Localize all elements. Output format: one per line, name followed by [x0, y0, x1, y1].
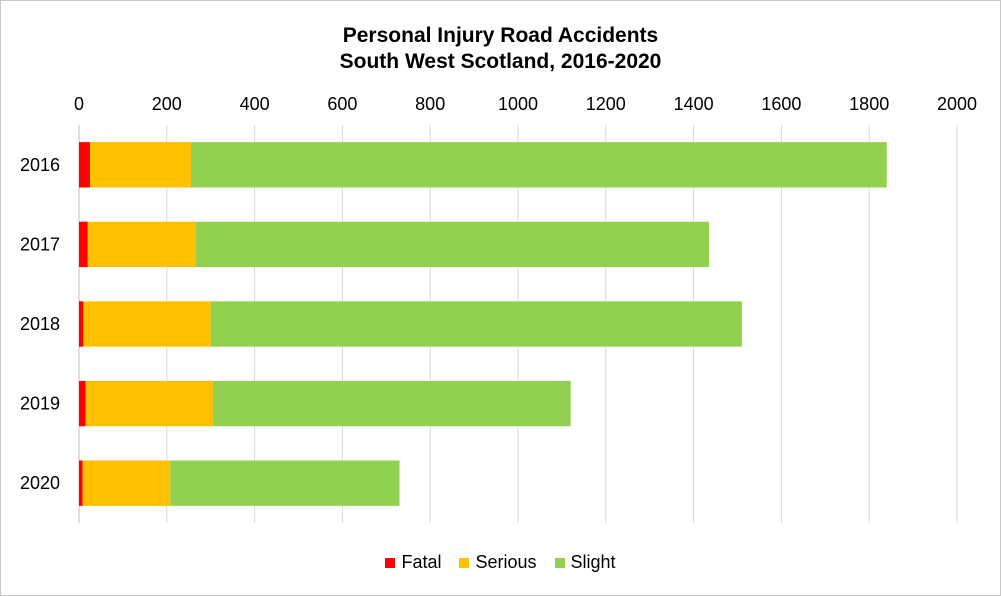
y-category-label: 2018 — [20, 314, 60, 334]
bar-serious-2020 — [82, 460, 171, 506]
bar-slight-2020 — [170, 460, 400, 506]
bar-serious-2018 — [83, 301, 211, 347]
bar-serious-2016 — [89, 142, 191, 188]
legend-swatch-fatal — [385, 557, 396, 568]
chart-title-line-2: South West Scotland, 2016-2020 — [339, 50, 662, 73]
x-tick-label: 1800 — [849, 94, 889, 114]
y-category-label: 2016 — [20, 155, 60, 175]
legend-label-serious: Serious — [475, 552, 537, 572]
x-tick-label: 800 — [415, 94, 445, 114]
chart-legend: Fatal Serious Slight — [0, 552, 1001, 573]
bar-slight-2017 — [195, 221, 709, 268]
bar-fatal-2017 — [79, 221, 88, 268]
legend-label-slight: Slight — [570, 552, 616, 572]
y-category-label: 2019 — [20, 394, 60, 414]
bar-fatal-2016 — [79, 142, 90, 188]
x-tick-label: 1000 — [498, 94, 538, 114]
y-category-label: 2017 — [20, 234, 60, 254]
x-tick-label: 200 — [152, 94, 182, 114]
x-tick-label: 1400 — [674, 94, 714, 114]
x-tick-label: 400 — [240, 94, 270, 114]
x-tick-label: 1600 — [761, 94, 801, 114]
legend-item-slight: Slight — [554, 552, 616, 573]
y-category-label: 2020 — [20, 473, 60, 493]
chart-title-line-1: Personal Injury Road Accidents — [342, 24, 659, 47]
bar-serious-2019 — [85, 380, 213, 427]
bar-fatal-2020 — [79, 460, 83, 506]
bar-fatal-2018 — [79, 301, 84, 347]
bar-serious-2017 — [87, 221, 196, 268]
x-tick-label: 1200 — [586, 94, 626, 114]
legend-item-fatal: Fatal — [385, 552, 441, 573]
bar-slight-2018 — [210, 301, 742, 347]
bar-fatal-2019 — [79, 380, 86, 427]
x-tick-label: 2000 — [937, 94, 977, 114]
x-tick-label: 600 — [327, 94, 357, 114]
legend-swatch-slight — [554, 557, 565, 568]
bar-slight-2019 — [212, 380, 571, 427]
legend-swatch-serious — [459, 557, 470, 568]
legend-item-serious: Serious — [459, 552, 537, 573]
x-tick-label: 0 — [74, 94, 84, 114]
bar-slight-2016 — [190, 142, 887, 188]
legend-label-fatal: Fatal — [401, 552, 442, 572]
